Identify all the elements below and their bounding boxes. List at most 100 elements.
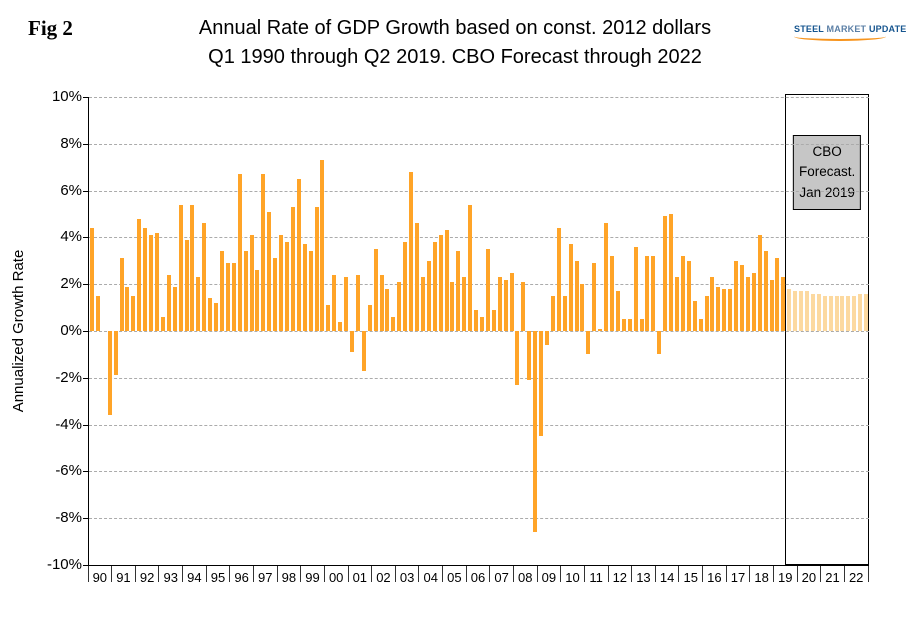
- y-axis-tick: [83, 190, 89, 192]
- gridline: [89, 331, 869, 332]
- bar-actual: [160, 316, 165, 331]
- bar-actual: [290, 206, 295, 331]
- bar-actual: [184, 239, 189, 331]
- x-tick-label: 94: [187, 570, 202, 585]
- bar-actual: [90, 228, 94, 331]
- gridline: [89, 377, 869, 379]
- bar-actual: [149, 235, 154, 331]
- bar-forecast: [828, 295, 833, 331]
- bar-actual: [302, 244, 307, 331]
- gridline: [89, 284, 869, 286]
- bar-actual: [249, 235, 254, 331]
- x-axis-tick: [512, 566, 514, 582]
- y-axis-labels: 10% 8% 6% 4% 2% 0% -2% -4% -6% -8% -10%: [0, 88, 82, 573]
- bar-actual: [515, 331, 520, 385]
- bar-actual: [350, 331, 354, 353]
- bar-actual: [745, 277, 750, 331]
- x-tick-label: 99: [305, 570, 320, 585]
- gridline: [89, 518, 869, 520]
- bar-actual: [155, 232, 159, 331]
- x-tick-label: 05: [447, 570, 462, 585]
- bar-actual: [485, 249, 490, 331]
- bar-actual: [562, 295, 567, 331]
- bar-actual: [686, 260, 691, 331]
- cbo-forecast-label-line3: Jan 2019: [799, 184, 855, 200]
- bar-actual: [314, 206, 319, 331]
- bar-actual: [355, 274, 360, 331]
- bar-actual: [615, 291, 620, 331]
- y-axis-tick: [83, 143, 89, 145]
- y-axis-tick: [83, 97, 89, 98]
- bar-forecast: [822, 295, 827, 331]
- bar-actual: [598, 328, 603, 331]
- bar-actual: [415, 223, 419, 331]
- bar-actual: [657, 331, 662, 355]
- x-tick-label: 07: [494, 570, 509, 585]
- bar-actual: [273, 258, 278, 331]
- x-axis-tick: [182, 566, 184, 582]
- x-axis-tick: [725, 566, 727, 582]
- bar-actual: [556, 228, 561, 331]
- bar-actual: [545, 331, 549, 346]
- x-axis-tick: [229, 566, 231, 582]
- bar-actual: [131, 295, 136, 331]
- x-axis-tick: [276, 566, 278, 582]
- x-axis-tick: [323, 566, 325, 582]
- bar-actual: [621, 319, 626, 331]
- gridline: [89, 237, 869, 239]
- bar-forecast: [793, 291, 798, 331]
- x-axis-tick: [394, 566, 396, 582]
- x-tick-label: 04: [423, 570, 438, 585]
- bar-actual: [95, 295, 100, 331]
- x-axis-tick: [418, 566, 420, 582]
- bar-actual: [166, 274, 171, 331]
- bar-actual: [675, 277, 679, 331]
- bar-actual: [728, 288, 733, 331]
- bar-actual: [225, 263, 230, 331]
- bar-actual: [119, 258, 124, 331]
- x-axis-tick: [347, 566, 349, 582]
- y-tick-label: 0%: [60, 322, 82, 339]
- cbo-forecast-label-line1: CBO: [812, 144, 842, 159]
- bar-actual: [698, 319, 703, 331]
- bar-actual: [237, 174, 242, 331]
- y-axis-tick: [83, 284, 89, 286]
- y-axis-tick: [83, 565, 89, 566]
- x-tick-label: 15: [683, 570, 698, 585]
- x-tick-label: 95: [210, 570, 226, 585]
- bar-actual: [332, 274, 337, 331]
- bar-actual: [367, 305, 372, 331]
- bar-forecast: [852, 295, 857, 331]
- x-tick-label: 96: [234, 570, 249, 585]
- bar-forecast: [816, 293, 821, 331]
- bar-actual: [420, 277, 425, 331]
- y-tick-label: 4%: [60, 228, 82, 246]
- bar-actual: [533, 331, 538, 533]
- plot-area: CBO Forecast. Jan 2019: [83, 94, 869, 566]
- x-tick-label: 10: [565, 570, 580, 585]
- gridline: [89, 97, 869, 98]
- bar-actual: [361, 331, 366, 371]
- x-tick-label: 06: [470, 570, 486, 585]
- bar-actual: [373, 249, 378, 331]
- smu-logo: STEEL MARKET UPDATE: [794, 24, 906, 41]
- bar-actual: [255, 270, 260, 331]
- logo-market-text: MARKET: [826, 24, 867, 34]
- bar-actual: [243, 251, 248, 331]
- x-tick-label: 18: [754, 570, 769, 585]
- bar-actual: [751, 272, 756, 331]
- bar-actual: [456, 251, 461, 331]
- bar-actual: [716, 286, 721, 331]
- bar-actual: [491, 309, 496, 331]
- x-tick-label: 19: [778, 570, 793, 585]
- bar-actual: [397, 281, 402, 331]
- bar-actual: [480, 316, 484, 331]
- bar-actual: [326, 305, 331, 331]
- y-axis-tick: [83, 471, 89, 473]
- x-tick-label: 09: [541, 570, 557, 585]
- bar-forecast: [840, 295, 845, 331]
- bar-forecast: [805, 291, 809, 331]
- bar-actual: [320, 160, 325, 331]
- x-axis-tick: [205, 566, 207, 582]
